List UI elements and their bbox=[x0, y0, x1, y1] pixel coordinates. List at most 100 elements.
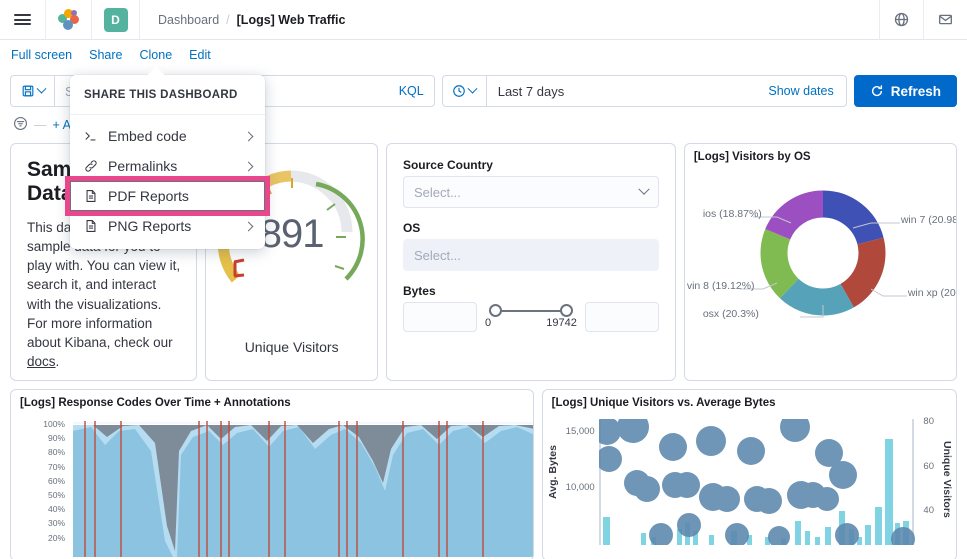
source-country-select[interactable]: Select... bbox=[402, 176, 659, 208]
top-nav-right-icons bbox=[879, 0, 967, 40]
source-country-label: Source Country bbox=[402, 158, 493, 172]
gauge-value: 891 bbox=[259, 212, 325, 256]
scatter-y-axis-label: Avg. Bytes bbox=[546, 445, 559, 499]
globe-icon[interactable] bbox=[879, 0, 923, 40]
donut-label-win8: vin 8 (19.12%) bbox=[686, 280, 755, 292]
panel-unique-visitors-vs-average-bytes: [Logs] Unique Visitors vs. Average Bytes… bbox=[541, 389, 957, 559]
date-range-value[interactable]: Last 7 days bbox=[497, 83, 565, 99]
os-placeholder: Select... bbox=[413, 247, 461, 263]
scatter-y2-axis-label: Unique Visitors bbox=[941, 441, 953, 518]
ytick: 50% bbox=[47, 489, 65, 500]
date-quick-select-button[interactable] bbox=[443, 76, 487, 106]
space-avatar[interactable]: D bbox=[92, 0, 140, 40]
chevron-down-icon bbox=[638, 183, 650, 195]
os-select[interactable]: Select... bbox=[402, 239, 659, 271]
donut-label-ios: ios (18.87%) bbox=[702, 208, 762, 220]
range-min-tick: 0 bbox=[484, 317, 492, 329]
panel-visitors-by-os: [Logs] Visitors by OS bbox=[683, 143, 957, 381]
ytick: 30% bbox=[47, 518, 65, 529]
embed-code-icon bbox=[83, 129, 98, 143]
range-knob-min[interactable] bbox=[488, 304, 502, 317]
breadcrumb-dashboard[interactable]: Dashboard bbox=[158, 12, 220, 27]
gauge-label: Unique Visitors bbox=[244, 339, 339, 355]
share-embed-code[interactable]: Embed code bbox=[70, 121, 265, 151]
ytick: 90% bbox=[47, 433, 65, 444]
source-country-placeholder: Select... bbox=[413, 184, 461, 200]
dashboard-action-bar: Full screen Share Clone Edit bbox=[0, 40, 967, 69]
ytick: 70% bbox=[47, 461, 65, 472]
link-icon bbox=[83, 159, 98, 173]
response-codes-chart: 100% 90% 80% 70% 60% 50% 40% 30% 20% bbox=[11, 411, 533, 557]
refresh-icon bbox=[871, 85, 882, 97]
os-label: OS bbox=[402, 221, 421, 235]
range-track bbox=[494, 310, 567, 312]
scatter-chart: Avg. Bytes Unique Visitors 15,000 10,000… bbox=[543, 411, 956, 553]
chevron-down-icon bbox=[467, 83, 478, 94]
ytick: 40% bbox=[47, 504, 65, 515]
breadcrumb: Dashboard / [Logs] Web Traffic bbox=[140, 13, 345, 27]
scatter-ytick-15000: 15,000 bbox=[565, 426, 595, 437]
query-language-badge[interactable]: KQL bbox=[398, 84, 424, 98]
edit-action[interactable]: Edit bbox=[189, 47, 211, 62]
scatter-ytick-10000: 10,000 bbox=[565, 482, 595, 493]
share-action[interactable]: Share bbox=[89, 47, 123, 62]
filter-separator: — bbox=[34, 118, 47, 132]
share-popover-list: Embed code Permalinks PDF Reports bbox=[65, 115, 270, 249]
show-dates-button[interactable]: Show dates bbox=[768, 84, 834, 98]
markdown-text-after-link: . bbox=[55, 354, 60, 370]
refresh-label: Refresh bbox=[890, 83, 941, 99]
kibana-logo-icon[interactable] bbox=[46, 0, 92, 40]
share-png-reports-label: PNG Reports bbox=[108, 218, 192, 234]
bytes-range-control: 0 19742 bbox=[402, 302, 659, 332]
panel-title-visitors-by-os: [Logs] Visitors by OS bbox=[693, 151, 811, 163]
bytes-min-input[interactable] bbox=[402, 302, 477, 332]
panel-title-response-codes: [Logs] Response Codes Over Time + Annota… bbox=[20, 397, 291, 409]
share-permalinks-label: Permalinks bbox=[108, 158, 178, 174]
bytes-range-slider[interactable]: 0 19742 bbox=[485, 302, 577, 329]
share-permalinks[interactable]: Permalinks bbox=[70, 151, 265, 181]
chevron-right-icon bbox=[243, 221, 254, 231]
bytes-label: Bytes bbox=[402, 284, 436, 298]
top-navigation-bar: D Dashboard / [Logs] Web Traffic bbox=[0, 0, 967, 40]
document-icon bbox=[83, 219, 98, 233]
share-embed-code-label: Embed code bbox=[108, 128, 187, 144]
scatter-y2tick-80: 80 bbox=[923, 416, 934, 427]
ytick: 20% bbox=[47, 532, 65, 543]
donut-label-winxp: win xp (20.73 bbox=[907, 287, 956, 299]
share-pdf-reports[interactable]: PDF Reports bbox=[65, 176, 270, 216]
panel-input-controls: Source Country Select... OS Select... By… bbox=[385, 143, 676, 381]
share-pdf-reports-label: PDF Reports bbox=[108, 188, 189, 204]
hamburger-menu-icon[interactable] bbox=[0, 0, 46, 40]
full-screen-action[interactable]: Full screen bbox=[11, 47, 73, 62]
date-picker[interactable]: Last 7 days Show dates bbox=[441, 75, 847, 107]
saved-query-button[interactable] bbox=[10, 75, 54, 107]
breadcrumb-separator: / bbox=[226, 12, 230, 27]
range-max-tick: 19742 bbox=[546, 317, 577, 329]
donut-chart: win 7 (20.98% win xp (20.73 osx (20.3%) … bbox=[685, 165, 956, 370]
chevron-right-icon bbox=[243, 161, 254, 171]
chevron-down-icon bbox=[36, 83, 46, 94]
filter-icon[interactable] bbox=[13, 116, 28, 134]
breadcrumb-current: [Logs] Web Traffic bbox=[236, 12, 346, 27]
panel-response-codes-over-time: [Logs] Response Codes Over Time + Annota… bbox=[10, 389, 534, 559]
clone-action[interactable]: Clone bbox=[139, 47, 173, 62]
donut-label-osx: osx (20.3%) bbox=[702, 308, 759, 320]
range-knob-max[interactable] bbox=[559, 304, 573, 317]
panel-title-scatter: [Logs] Unique Visitors vs. Average Bytes bbox=[551, 397, 776, 409]
document-icon bbox=[83, 189, 98, 203]
ytick: 100% bbox=[43, 419, 65, 429]
chevron-right-icon bbox=[243, 131, 254, 141]
refresh-button[interactable]: Refresh bbox=[853, 75, 957, 107]
donut-label-win7: win 7 (20.98% bbox=[900, 214, 956, 226]
ytick: 80% bbox=[47, 447, 65, 458]
share-popover: SHARE THIS DASHBOARD Embed code Permalin… bbox=[65, 66, 270, 249]
space-initial: D bbox=[103, 7, 128, 32]
ytick: 60% bbox=[47, 475, 65, 486]
share-png-reports[interactable]: PNG Reports bbox=[70, 211, 265, 241]
response-codes-y-axis: 100% 90% 80% 70% 60% 50% 40% 30% 20% bbox=[29, 417, 65, 545]
share-popover-title: SHARE THIS DASHBOARD bbox=[70, 75, 265, 115]
mail-icon[interactable] bbox=[923, 0, 967, 40]
docs-link[interactable]: docs bbox=[27, 354, 56, 370]
bytes-max-input[interactable] bbox=[584, 302, 659, 332]
